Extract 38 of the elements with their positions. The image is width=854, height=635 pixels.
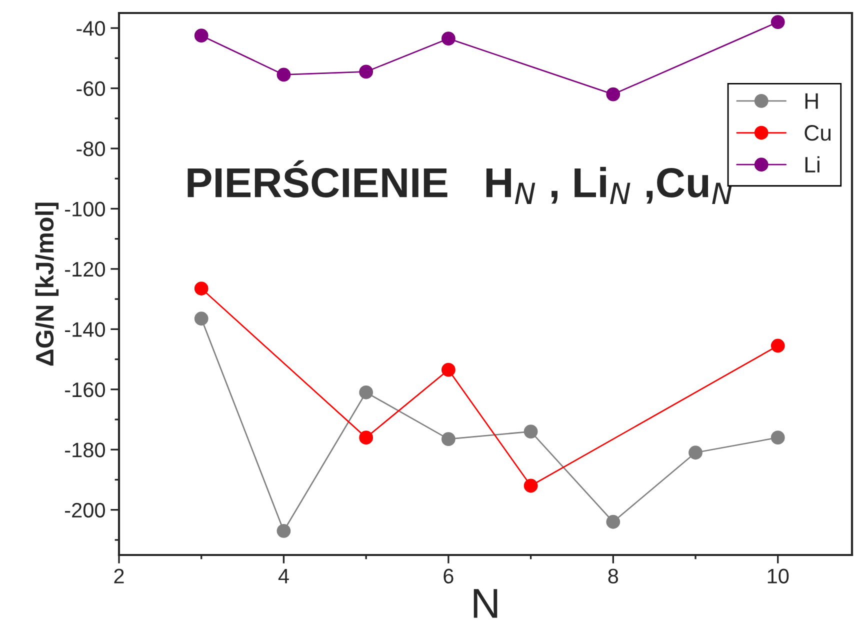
y-axis-title: ΔG/N [kJ/mol] — [35, 202, 59, 366]
point — [606, 87, 620, 102]
y-tick-label: -40 — [76, 21, 105, 36]
point — [441, 432, 456, 446]
point — [524, 478, 538, 493]
x-axis-title: N — [474, 589, 498, 618]
point — [276, 524, 291, 538]
point — [524, 424, 538, 438]
legend-label: Cu — [804, 125, 831, 141]
y-tick-label: -160 — [65, 382, 105, 398]
legend-label: H — [805, 93, 818, 109]
x-tick-label: 8 — [608, 568, 618, 584]
point — [359, 430, 374, 445]
point — [359, 64, 374, 79]
point — [770, 430, 785, 445]
point — [194, 28, 208, 43]
x-tick-label: 6 — [444, 568, 454, 584]
y-tick-label: -180 — [65, 442, 105, 458]
legend-label: Li — [805, 156, 820, 172]
point — [276, 68, 291, 82]
y-tick-label: -140 — [65, 322, 105, 337]
y-tick-label: -120 — [65, 262, 105, 277]
y-tick-label: -200 — [65, 502, 105, 518]
point — [441, 362, 456, 377]
point — [441, 32, 456, 46]
point — [770, 15, 785, 29]
x-tick-label: 2 — [114, 568, 124, 584]
point — [194, 282, 208, 296]
x-tick-label: 10 — [768, 568, 789, 584]
point — [194, 312, 208, 326]
x-tick-label: 4 — [278, 568, 289, 584]
point — [359, 385, 374, 400]
y-tick-label: -60 — [76, 81, 105, 96]
y-tick-label: -100 — [65, 202, 105, 216]
point — [606, 514, 620, 529]
point — [688, 446, 702, 460]
point — [770, 338, 785, 353]
y-tick-label: -80 — [76, 142, 105, 156]
